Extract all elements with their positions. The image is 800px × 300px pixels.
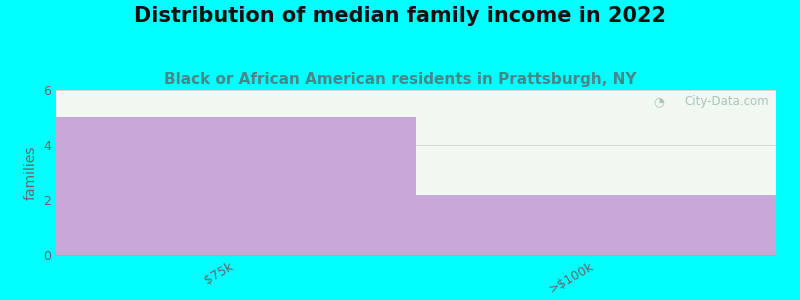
Text: Black or African American residents in Prattsburgh, NY: Black or African American residents in P… <box>164 72 636 87</box>
Text: Distribution of median family income in 2022: Distribution of median family income in … <box>134 6 666 26</box>
Bar <box>416 194 776 255</box>
Y-axis label: families: families <box>23 145 38 200</box>
Text: City-Data.com: City-Data.com <box>684 95 769 108</box>
Bar <box>56 118 416 255</box>
Text: ◔: ◔ <box>654 95 664 108</box>
